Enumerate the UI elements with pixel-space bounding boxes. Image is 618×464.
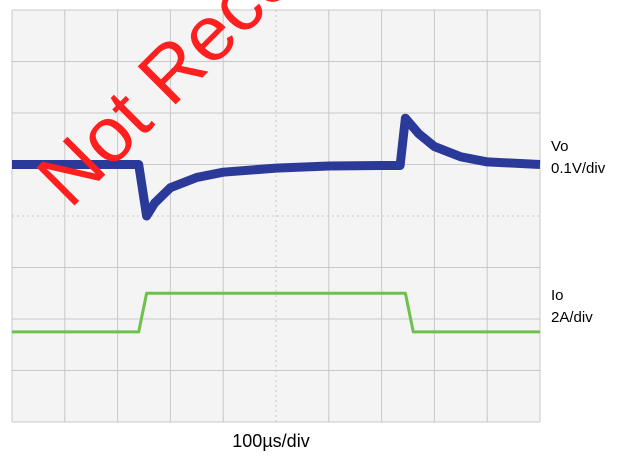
traces — [12, 113, 541, 334]
vo-channel-label: Vo — [551, 138, 569, 155]
series-line-io — [12, 291, 540, 334]
vo-scale-label: 0.1V/div — [551, 160, 606, 177]
time-scale-label: 100µs/div — [232, 431, 310, 451]
series-line-vo — [12, 113, 541, 221]
oscilloscope-plot: Not Recommended — [11, 0, 557, 423]
io-scale-label: 2A/div — [551, 309, 593, 326]
io-channel-label: Io — [551, 287, 564, 304]
